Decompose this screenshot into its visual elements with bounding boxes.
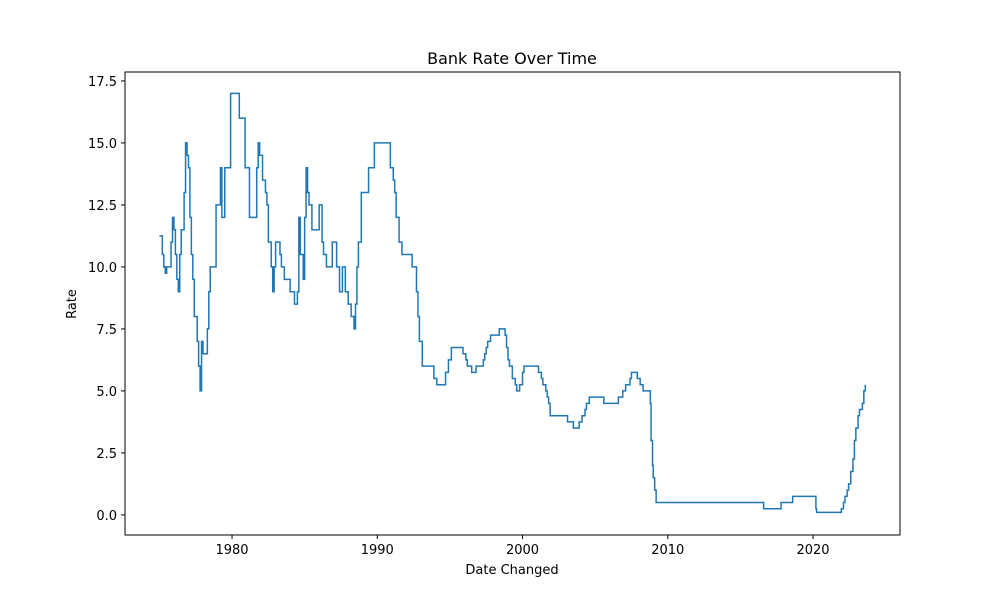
x-tick-label: 1990 (361, 543, 394, 558)
x-axis-label: Date Changed (465, 563, 558, 578)
y-tick-label: 0.0 (96, 509, 117, 524)
plot-frame (124, 71, 901, 536)
y-tick-label: 2.5 (96, 447, 117, 462)
y-tick-label: 17.5 (88, 75, 117, 90)
rate-line (159, 92, 867, 514)
x-tick-label: 1980 (215, 543, 248, 558)
x-tick-label: 2010 (651, 543, 684, 558)
x-tick-label: 2000 (506, 543, 539, 558)
y-tick-label: 12.5 (88, 199, 117, 214)
y-tick-label: 15.0 (88, 137, 117, 152)
y-tick-label: 5.0 (96, 385, 117, 400)
chart-title: Bank Rate Over Time (427, 49, 597, 68)
y-tick-label: 7.5 (96, 323, 117, 338)
y-axis-label: Rate (65, 289, 80, 319)
y-tick-label: 10.0 (88, 261, 117, 276)
x-tick-label: 2020 (796, 543, 829, 558)
